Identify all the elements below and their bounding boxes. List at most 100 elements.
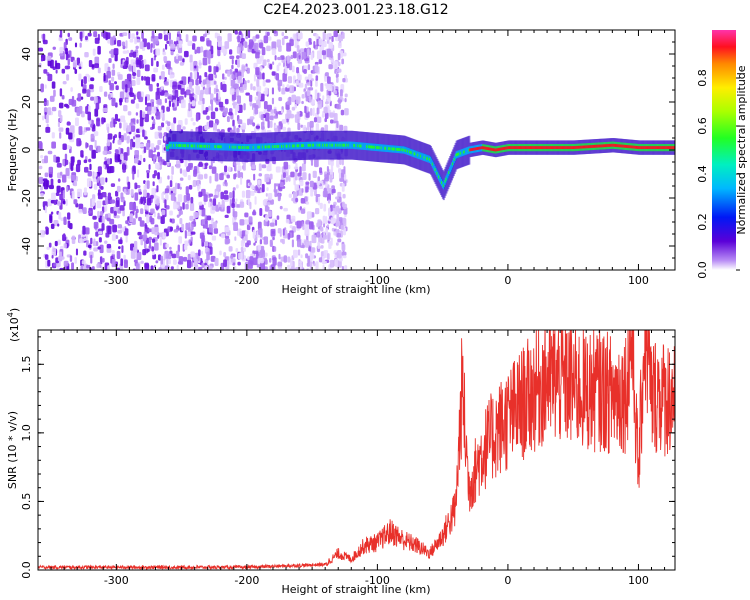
- noise-cell: [223, 194, 229, 200]
- noise-cell: [51, 141, 56, 149]
- noise-cell: [274, 55, 277, 61]
- noise-cell: [239, 172, 244, 179]
- noise-cell: [237, 58, 240, 68]
- noise-cell: [206, 50, 212, 59]
- noise-cell: [94, 108, 99, 117]
- noise-cell: [188, 185, 193, 190]
- noise-cell: [110, 49, 115, 58]
- noise-cell: [46, 99, 49, 106]
- noise-cell: [135, 263, 140, 270]
- noise-cell: [305, 186, 309, 193]
- noise-cell: [216, 184, 221, 192]
- noise-cell: [145, 142, 150, 150]
- noise-cell: [133, 132, 136, 136]
- noise-cell: [253, 74, 256, 82]
- noise-cell: [135, 45, 139, 50]
- noise-cell: [163, 34, 169, 41]
- noise-cell: [140, 260, 144, 264]
- noise-cell: [66, 74, 70, 81]
- noise-cell: [290, 171, 295, 178]
- noise-cell: [244, 212, 249, 218]
- noise-cell: [184, 230, 187, 239]
- noise-cell: [334, 69, 337, 74]
- noise-cell: [248, 118, 254, 125]
- noise-cell: [141, 75, 144, 81]
- noise-cell: [160, 71, 165, 80]
- noise-cell: [316, 50, 322, 60]
- noise-cell: [324, 75, 328, 82]
- noise-cell: [238, 124, 241, 128]
- noise-cell: [260, 55, 264, 62]
- noise-cell: [136, 59, 141, 65]
- noise-cell: [249, 116, 255, 120]
- noise-cell: [274, 189, 278, 198]
- noise-cell: [157, 139, 162, 146]
- noise-cell: [208, 193, 214, 197]
- noise-cell: [44, 155, 48, 164]
- noise-cell: [96, 118, 100, 127]
- noise-cell: [185, 89, 191, 96]
- noise-cell: [240, 177, 243, 185]
- noise-cell: [215, 191, 219, 196]
- noise-cell: [67, 58, 70, 66]
- noise-cell: [341, 243, 346, 251]
- noise-cell: [80, 38, 83, 42]
- noise-cell: [90, 119, 94, 126]
- noise-cell: [268, 36, 272, 41]
- noise-cell: [256, 58, 260, 63]
- noise-cell: [91, 266, 95, 270]
- noise-cell: [283, 207, 288, 212]
- noise-cell: [173, 201, 177, 210]
- noise-cell: [130, 59, 136, 66]
- noise-cell: [145, 169, 151, 173]
- noise-cell: [248, 216, 253, 223]
- noise-cell: [80, 79, 84, 87]
- noise-cell: [198, 162, 204, 168]
- noise-cell: [78, 63, 81, 67]
- noise-cell: [255, 252, 259, 259]
- noise-cell: [169, 180, 173, 188]
- noise-cell: [177, 261, 182, 265]
- noise-cell: [152, 181, 155, 187]
- noise-cell: [91, 198, 96, 207]
- noise-cell: [285, 176, 290, 181]
- noise-cell: [94, 56, 100, 66]
- noise-cell: [50, 59, 54, 69]
- noise-cell: [287, 55, 290, 64]
- noise-cell: [322, 95, 325, 101]
- noise-cell: [219, 250, 222, 256]
- noise-cell: [203, 241, 209, 247]
- noise-cell: [315, 123, 320, 132]
- noise-cell: [328, 64, 333, 70]
- noise-cell: [83, 250, 87, 256]
- noise-cell: [286, 101, 290, 105]
- y-tick-label: 1.5: [20, 356, 33, 374]
- noise-cell: [217, 48, 221, 57]
- noise-cell: [173, 259, 177, 265]
- noise-cell: [118, 239, 123, 245]
- noise-cell: [186, 165, 191, 172]
- noise-cell: [164, 199, 167, 209]
- noise-cell: [106, 71, 111, 79]
- noise-cell: [327, 76, 331, 84]
- noise-cell: [199, 232, 205, 239]
- noise-cell: [171, 253, 177, 259]
- noise-cell: [57, 121, 61, 128]
- noise-cell: [173, 117, 177, 124]
- noise-cell: [204, 262, 207, 266]
- noise-cell: [200, 46, 204, 53]
- noise-cell: [338, 167, 342, 174]
- noise-cell: [287, 164, 291, 170]
- colorbar-label: Normalized spectral amplitude: [735, 65, 748, 234]
- noise-cell: [117, 74, 123, 80]
- noise-cell: [87, 244, 92, 249]
- noise-cell: [164, 98, 168, 104]
- noise-cell: [188, 81, 193, 89]
- noise-cell: [241, 71, 244, 78]
- noise-cell: [281, 109, 284, 114]
- noise-cell: [133, 259, 138, 263]
- noise-cell: [310, 79, 313, 87]
- noise-cell: [177, 194, 183, 203]
- noise-cell: [46, 246, 50, 251]
